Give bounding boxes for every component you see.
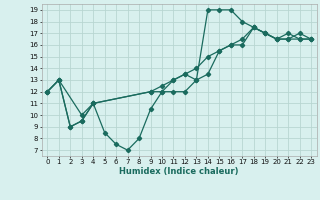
X-axis label: Humidex (Indice chaleur): Humidex (Indice chaleur) — [119, 167, 239, 176]
